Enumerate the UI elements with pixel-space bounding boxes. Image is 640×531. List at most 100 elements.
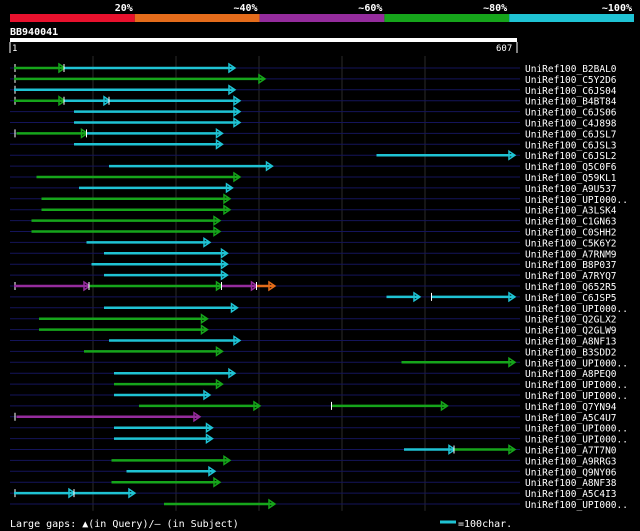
hit-name[interactable]: UniRef100_C6JSL2 [525, 151, 617, 162]
hit-row[interactable]: UniRef100_UPI000.. [10, 498, 628, 511]
hit-arrowhead [58, 62, 67, 74]
hit-row[interactable]: UniRef100_Q9NY06 [10, 465, 617, 478]
hit-name[interactable]: UniRef100_UPI000.. [525, 424, 628, 435]
hit-name[interactable]: UniRef100_C5Y2D6 [525, 75, 617, 86]
hit-row[interactable]: UniRef100_C6JSL2 [10, 149, 617, 162]
hit-name[interactable]: UniRef100_UPI000.. [525, 435, 628, 446]
legend-bin-label: ~40% [234, 3, 258, 14]
hit-name[interactable]: UniRef100_B2BAL0 [525, 64, 617, 75]
hit-row[interactable]: UniRef100_A8NF13 [10, 335, 617, 348]
hit-row[interactable]: UniRef100_C6JS04 [10, 84, 617, 97]
hit-name[interactable]: UniRef100_A8NF38 [525, 478, 617, 489]
legend-bin-4 [384, 14, 510, 22]
query-end-label: 607 [496, 44, 512, 54]
hit-row[interactable]: UniRef100_A7T7N0 [10, 444, 617, 457]
hit-name[interactable]: UniRef100_UPI000.. [525, 500, 628, 511]
legend-bin-label: ~100% [602, 3, 632, 14]
hit-name[interactable]: UniRef100_B4BT84 [525, 97, 617, 108]
hit-row[interactable]: UniRef100_A7RNM9 [10, 247, 617, 260]
hit-row[interactable]: UniRef100_B4BT84 [10, 95, 617, 108]
hit-row[interactable]: UniRef100_C6JS06 [10, 106, 617, 119]
hit-name[interactable]: UniRef100_A7RYQ7 [525, 271, 617, 282]
hit-row[interactable]: UniRef100_C4J898 [10, 117, 617, 130]
hit-name[interactable]: UniRef100_A9RRG3 [525, 456, 617, 467]
hit-name[interactable]: UniRef100_C6JS06 [525, 108, 617, 119]
hit-row[interactable]: UniRef100_C6JSL7 [10, 127, 617, 140]
hit-name[interactable]: UniRef100_C6JSL7 [525, 129, 617, 140]
hit-name[interactable]: UniRef100_UPI000.. [525, 195, 628, 206]
hit-arrowhead [233, 171, 242, 183]
legend-bin-5 [509, 14, 634, 22]
hit-name[interactable]: UniRef100_C6JS04 [525, 86, 617, 97]
hit-row[interactable]: UniRef100_A9RRG3 [10, 454, 617, 467]
hit-name[interactable]: UniRef100_C1GN63 [525, 217, 617, 228]
hit-name[interactable]: UniRef100_A7T7N0 [525, 446, 617, 457]
hit-row[interactable]: UniRef100_Q2GLW9 [10, 324, 617, 337]
hit-arrowhead [508, 291, 517, 303]
hit-arrowhead [253, 400, 262, 412]
hit-name[interactable]: UniRef100_Q7YN94 [525, 402, 617, 413]
hit-row[interactable]: UniRef100_UPI000.. [10, 193, 628, 206]
hit-arrowhead [200, 324, 209, 336]
hit-arrowhead [268, 280, 277, 292]
hit-row[interactable]: UniRef100_Q7YN94 [10, 400, 617, 413]
hit-row[interactable]: UniRef100_UPI000.. [10, 302, 628, 315]
hit-name[interactable]: UniRef100_C4J898 [525, 119, 617, 130]
hit-name[interactable]: UniRef100_UPI000.. [525, 391, 628, 402]
hit-row[interactable]: UniRef100_C5Y2D6 [10, 73, 617, 86]
hit-name[interactable]: UniRef100_A5C4U7 [525, 413, 617, 424]
hit-row[interactable]: UniRef100_A5C4U7 [10, 411, 617, 424]
hit-name[interactable]: UniRef100_Q2GLW9 [525, 326, 617, 337]
hit-row[interactable]: UniRef100_B3SDD2 [10, 345, 617, 358]
hit-name[interactable]: UniRef100_C0SHH2 [525, 228, 617, 239]
hit-row[interactable]: UniRef100_A3LSK4 [10, 204, 617, 217]
hit-row[interactable]: UniRef100_UPI000.. [10, 389, 628, 402]
hit-name[interactable]: UniRef100_C6JSL3 [525, 140, 617, 151]
hit-row[interactable]: UniRef100_UPI000.. [10, 422, 628, 435]
hit-row[interactable]: UniRef100_C6JSL3 [10, 138, 617, 151]
hit-name[interactable]: UniRef100_Q652R5 [525, 282, 617, 293]
hit-name[interactable]: UniRef100_A7RNM9 [525, 249, 617, 260]
hit-arrowhead [228, 62, 237, 74]
hit-row[interactable]: UniRef100_A9U537 [10, 182, 617, 195]
legend-bin-label: 20% [115, 3, 133, 14]
hit-arrowhead [223, 454, 232, 466]
hit-row[interactable]: UniRef100_UPI000.. [10, 378, 628, 391]
hit-arrowhead [68, 487, 77, 499]
hit-row[interactable]: UniRef100_A7RYQ7 [10, 269, 617, 282]
hit-row[interactable]: UniRef100_C0SHH2 [10, 226, 617, 239]
hit-name[interactable]: UniRef100_A5C4I3 [525, 489, 617, 500]
hit-name[interactable]: UniRef100_Q5C0F6 [525, 162, 617, 173]
hit-name[interactable]: UniRef100_UPI000.. [525, 358, 628, 369]
hit-name[interactable]: UniRef100_B3SDD2 [525, 347, 617, 358]
hit-name[interactable]: UniRef100_A8PEQ0 [525, 369, 617, 380]
hit-row[interactable]: UniRef100_C5K6Y2 [10, 236, 617, 249]
hit-name[interactable]: UniRef100_A3LSK4 [525, 206, 617, 217]
hit-row[interactable]: UniRef100_B8P037 [10, 258, 617, 271]
hit-row[interactable]: UniRef100_Q652R5 [10, 280, 617, 293]
hit-name[interactable]: UniRef100_C5K6Y2 [525, 238, 617, 249]
hit-name[interactable]: UniRef100_C6JSP5 [525, 293, 617, 304]
hit-row[interactable]: UniRef100_Q2GLX2 [10, 313, 617, 326]
hit-arrowhead [258, 73, 267, 85]
hit-row[interactable]: UniRef100_B2BAL0 [10, 62, 617, 75]
hit-row[interactable]: UniRef100_UPI000.. [10, 356, 628, 369]
hit-name[interactable]: UniRef100_A8NF13 [525, 337, 617, 348]
hit-name[interactable]: UniRef100_Q9NY06 [525, 467, 617, 478]
hit-row[interactable]: UniRef100_Q59KL1 [10, 171, 617, 184]
hit-name[interactable]: UniRef100_Q2GLX2 [525, 315, 617, 326]
hit-name[interactable]: UniRef100_UPI000.. [525, 380, 628, 391]
hit-row[interactable]: UniRef100_UPI000.. [10, 433, 628, 446]
hit-row[interactable]: UniRef100_A8NF38 [10, 476, 617, 489]
hit-row[interactable]: UniRef100_A8PEQ0 [10, 367, 617, 380]
hit-row[interactable]: UniRef100_C6JSP5 [10, 291, 617, 304]
identity-color-legend: 20% ~40% ~60% ~80% ~100% [10, 3, 634, 22]
hit-name[interactable]: UniRef100_Q59KL1 [525, 173, 617, 184]
hit-row[interactable]: UniRef100_A5C4I3 [10, 487, 617, 500]
hit-row[interactable]: UniRef100_Q5C0F6 [10, 160, 617, 173]
hit-row[interactable]: UniRef100_C1GN63 [10, 215, 617, 228]
hit-name[interactable]: UniRef100_A9U537 [525, 184, 617, 195]
hit-name[interactable]: UniRef100_UPI000.. [525, 304, 628, 315]
hit-name[interactable]: UniRef100_B8P037 [525, 260, 617, 271]
